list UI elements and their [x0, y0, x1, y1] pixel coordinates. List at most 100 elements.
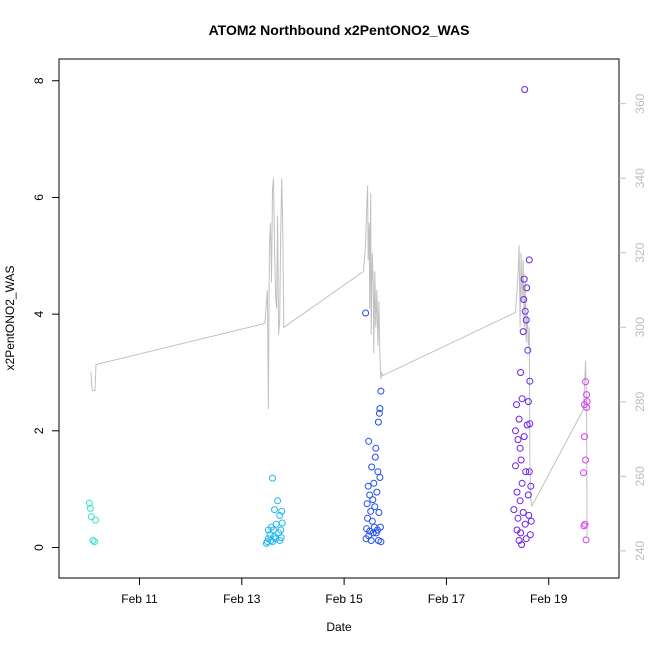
data-point	[376, 474, 384, 481]
data-point	[524, 346, 532, 354]
data-point	[512, 462, 519, 470]
y2-axis: 240 260 280 300 320 340 360	[619, 93, 647, 561]
data-point	[520, 296, 528, 303]
data-point	[373, 488, 381, 496]
data-point	[363, 500, 371, 508]
data-point	[525, 468, 533, 476]
data-point	[519, 509, 527, 516]
data-point	[526, 531, 534, 539]
data-point	[582, 536, 590, 544]
data-point	[513, 401, 520, 409]
x-tick-label: Feb 11	[121, 592, 158, 606]
data-point	[513, 488, 521, 496]
y-tick-label: 8	[32, 77, 46, 84]
y-tick-label: 2	[32, 427, 46, 434]
data-point	[364, 482, 372, 490]
data-point	[277, 534, 285, 542]
data-point	[368, 517, 376, 525]
data-point	[91, 538, 98, 546]
y2-tick-label: 280	[633, 391, 647, 411]
data-point	[514, 514, 522, 522]
data-point	[371, 503, 379, 511]
data-point	[92, 516, 99, 524]
x-axis: Feb 11 Feb 13 Feb 15 Feb 17 Feb 19	[121, 578, 568, 606]
data-point	[86, 504, 94, 512]
data-point	[521, 86, 529, 93]
data-point	[278, 519, 286, 527]
data-point	[366, 527, 374, 535]
y2-tick-label: 360	[633, 93, 647, 113]
y-axis: 0 2 4 6 8	[32, 77, 59, 551]
data-point	[377, 538, 385, 546]
data-point	[370, 479, 378, 487]
x-tick-label: Feb 17	[428, 592, 466, 606]
x-axis-label: Date	[326, 620, 352, 634]
data-point	[516, 444, 524, 452]
y-tick-label: 4	[32, 310, 46, 317]
data-point	[372, 444, 380, 452]
y2-tick-label: 240	[633, 541, 647, 561]
data-point	[512, 427, 519, 435]
data-point	[514, 436, 522, 444]
data-point	[521, 307, 529, 315]
data-point	[582, 456, 590, 464]
y-axis-label: x2PentONO2_WAS	[3, 266, 17, 371]
data-point	[583, 398, 591, 406]
data-point	[87, 513, 95, 521]
data-point	[526, 420, 534, 428]
data-point	[371, 453, 379, 461]
data-point	[270, 533, 278, 541]
data-point	[368, 463, 376, 471]
data-point	[525, 511, 533, 519]
y2-tick-label: 340	[633, 168, 647, 188]
x-tick-label: Feb 13	[223, 592, 261, 606]
y-tick-label: 0	[32, 544, 46, 551]
data-point	[527, 517, 535, 525]
data-point	[375, 509, 383, 516]
data-point	[522, 316, 530, 324]
data-point	[518, 395, 526, 403]
data-point	[276, 511, 284, 519]
data-point	[580, 522, 588, 530]
data-point	[274, 497, 282, 505]
data-point	[376, 523, 384, 531]
data-point	[510, 506, 518, 514]
data-point	[272, 520, 280, 528]
data-point	[524, 491, 532, 499]
data-point	[278, 507, 286, 515]
data-point	[525, 256, 533, 264]
data-point	[375, 409, 383, 417]
data-point	[520, 275, 528, 283]
data-point	[367, 507, 375, 515]
y2-tick-label: 300	[633, 317, 647, 337]
data-point	[526, 377, 534, 385]
data-point	[271, 506, 278, 514]
y2-tick-label: 260	[633, 466, 647, 486]
data-point	[517, 529, 525, 537]
data-point	[582, 378, 590, 386]
data-point	[517, 369, 525, 376]
data-point	[522, 535, 530, 543]
data-point	[580, 469, 587, 477]
secondary-series-line	[90, 178, 588, 536]
y2-tick-label: 320	[633, 242, 647, 262]
scatter-points	[85, 86, 591, 549]
data-point	[374, 418, 382, 426]
chart-title: ATOM2 Northbound x2PentONO2_WAS	[209, 22, 470, 38]
data-point	[524, 398, 532, 406]
data-point	[583, 391, 591, 399]
data-point	[362, 309, 370, 317]
data-point	[269, 474, 276, 482]
data-point	[517, 456, 525, 464]
data-point	[515, 415, 523, 423]
data-point	[581, 433, 588, 441]
data-point	[89, 537, 97, 544]
data-point	[518, 541, 526, 549]
data-point	[366, 491, 374, 499]
data-point	[277, 526, 285, 534]
x-tick-label: Feb 15	[325, 592, 363, 606]
data-point	[367, 537, 375, 544]
data-point	[365, 437, 373, 445]
data-point	[377, 387, 385, 395]
